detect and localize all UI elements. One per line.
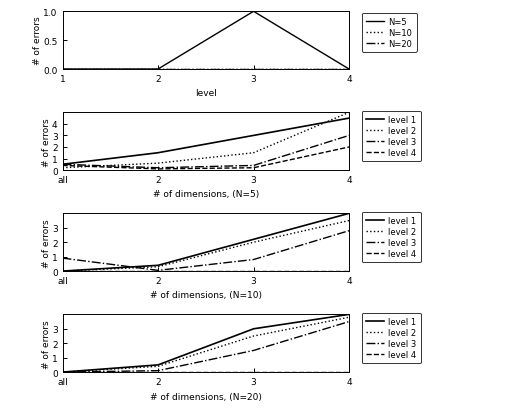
level 1	[155, 263, 161, 268]
level 3	[59, 256, 66, 261]
X-axis label: # of dimensions, (N=10): # of dimensions, (N=10)	[150, 291, 262, 300]
level 4	[251, 370, 257, 375]
level 3	[251, 164, 257, 169]
level 1	[346, 211, 352, 216]
level 4	[346, 269, 352, 274]
level 3	[346, 319, 352, 324]
N=5	[59, 67, 66, 72]
level 1	[155, 362, 161, 367]
level 2	[251, 240, 257, 245]
level 2	[346, 315, 352, 320]
X-axis label: # of dimensions, (N=5): # of dimensions, (N=5)	[153, 190, 259, 199]
level 3	[251, 257, 257, 262]
Line: level 3: level 3	[63, 136, 349, 169]
level 2	[155, 161, 161, 166]
level 2	[155, 265, 161, 270]
N=10	[346, 67, 352, 72]
level 1	[251, 134, 257, 139]
Line: level 2: level 2	[63, 317, 349, 372]
Y-axis label: # of errors: # of errors	[42, 218, 51, 267]
N=10	[155, 67, 161, 72]
Y-axis label: # of errors: # of errors	[42, 319, 51, 368]
level 1	[251, 326, 257, 331]
level 2	[59, 269, 66, 274]
level 3	[346, 134, 352, 139]
level 3	[59, 162, 66, 167]
Line: N=5: N=5	[63, 12, 349, 70]
N=5	[346, 67, 352, 72]
Legend: level 1, level 2, level 3, level 4: level 1, level 2, level 3, level 4	[362, 111, 421, 162]
Legend: N=5, N=10, N=20: N=5, N=10, N=20	[362, 13, 417, 53]
Line: level 2: level 2	[63, 113, 349, 169]
N=10	[251, 67, 257, 72]
level 2	[155, 364, 161, 369]
level 2	[251, 334, 257, 339]
level 4	[155, 167, 161, 172]
level 1	[59, 269, 66, 274]
N=5	[251, 10, 257, 15]
level 4	[59, 269, 66, 274]
Line: level 1: level 1	[63, 315, 349, 372]
level 2	[346, 110, 352, 115]
Line: level 1: level 1	[63, 119, 349, 165]
level 1	[59, 162, 66, 167]
level 4	[346, 145, 352, 150]
level 1	[155, 151, 161, 156]
Legend: level 1, level 2, level 3, level 4: level 1, level 2, level 3, level 4	[362, 212, 421, 263]
N=20	[251, 67, 257, 72]
level 3	[346, 229, 352, 234]
Line: level 3: level 3	[63, 231, 349, 271]
level 2	[59, 166, 66, 171]
level 1	[346, 116, 352, 121]
Line: level 1: level 1	[63, 214, 349, 272]
level 4	[251, 166, 257, 171]
N=20	[155, 67, 161, 72]
level 3	[155, 166, 161, 171]
level 3	[155, 368, 161, 373]
level 2	[59, 370, 66, 375]
level 4	[346, 370, 352, 375]
level 2	[251, 151, 257, 156]
level 4	[251, 269, 257, 274]
level 3	[251, 348, 257, 353]
level 1	[59, 370, 66, 375]
Line: level 3: level 3	[63, 322, 349, 372]
level 1	[346, 312, 352, 317]
X-axis label: level: level	[195, 89, 217, 98]
N=10	[59, 67, 66, 72]
level 4	[59, 164, 66, 169]
level 4	[155, 269, 161, 274]
level 3	[155, 268, 161, 273]
Y-axis label: # of errors: # of errors	[33, 17, 42, 65]
Line: level 4: level 4	[63, 148, 349, 169]
level 4	[59, 370, 66, 375]
Line: level 2: level 2	[63, 221, 349, 272]
level 3	[59, 370, 66, 375]
X-axis label: # of dimensions, (N=20): # of dimensions, (N=20)	[150, 391, 262, 400]
Legend: level 1, level 2, level 3, level 4: level 1, level 2, level 3, level 4	[362, 313, 421, 364]
N=20	[346, 67, 352, 72]
level 4	[155, 370, 161, 375]
level 1	[251, 237, 257, 242]
N=20	[59, 67, 66, 72]
level 2	[346, 218, 352, 223]
Y-axis label: # of errors: # of errors	[42, 118, 51, 166]
N=5	[155, 67, 161, 72]
